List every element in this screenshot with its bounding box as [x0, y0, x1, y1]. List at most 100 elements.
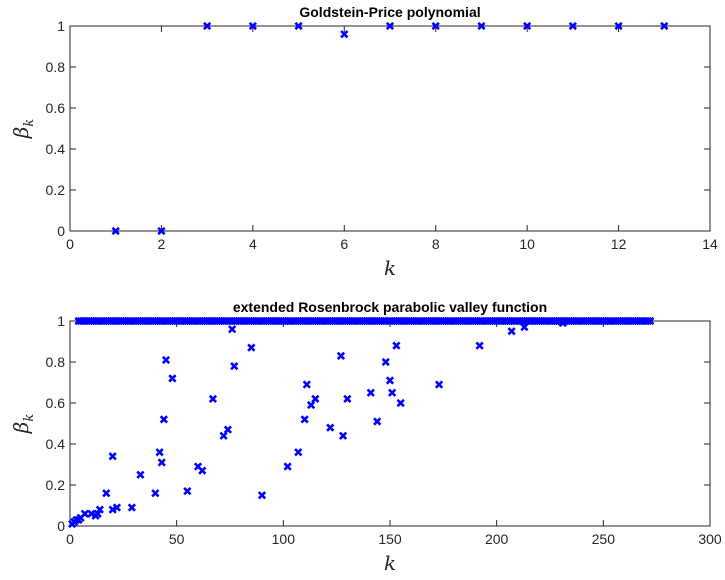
data-point	[300, 415, 309, 424]
data-point	[208, 394, 218, 404]
data-point	[223, 425, 232, 434]
data-point	[306, 400, 316, 410]
x-axis-label: k	[384, 256, 396, 280]
y-tick-label: 0.6	[46, 395, 66, 411]
data-point	[520, 323, 529, 332]
y-tick-label: 0.2	[46, 182, 66, 198]
y-tick-label: 0.2	[46, 477, 66, 493]
chart-title: Goldstein-Price polynomial	[299, 4, 480, 20]
data-point	[340, 30, 349, 39]
data-point	[385, 21, 395, 31]
data-point	[311, 394, 320, 404]
data-point	[568, 21, 577, 31]
data-point	[294, 448, 303, 457]
data-point	[155, 448, 164, 457]
x-tick-label: 250	[592, 531, 616, 547]
y-tick-label: 0	[57, 223, 65, 239]
data-point	[507, 327, 516, 336]
data-point	[230, 361, 239, 371]
data-point	[80, 509, 90, 518]
x-tick-label: 0	[66, 531, 74, 547]
data-point	[168, 374, 177, 383]
y-tick-label: 0.8	[46, 354, 66, 370]
data-point	[228, 325, 237, 334]
data-point	[157, 226, 166, 236]
data-point	[112, 503, 122, 512]
data-point	[219, 431, 228, 440]
plot-frame	[69, 25, 711, 232]
data-point	[183, 487, 192, 496]
y-tick-label: 1	[57, 313, 65, 329]
data-point	[660, 21, 669, 31]
data-point	[151, 489, 160, 498]
data-point	[283, 462, 292, 471]
data-point	[475, 341, 484, 350]
x-tick-label: 300	[698, 531, 722, 547]
data-point	[93, 509, 102, 518]
data-point	[366, 388, 375, 397]
x-tick-label: 0	[66, 236, 74, 252]
goldstein-price-plot: 0 2 4 6 8 10 12 14 0 0.2 0.4 0.6 0.8 1 Goldstein-Price…	[9, 4, 718, 280]
data-point	[523, 21, 532, 31]
plot-frame	[69, 320, 711, 527]
rosenbrock-plot: 0 50 100 150 200 250 300 0 0.2 0.4 0.6 0.8 1 extended…	[9, 299, 722, 575]
data-point	[87, 509, 96, 518]
y-tick-label: 0.4	[46, 436, 66, 452]
data-point	[385, 376, 395, 385]
data-point	[248, 21, 257, 31]
x-tick-label: 2	[158, 236, 166, 252]
data-point	[392, 341, 401, 350]
x-tick-label: 4	[249, 236, 257, 252]
y-tick-label: 0.8	[46, 59, 66, 75]
data-point	[72, 515, 81, 524]
data-point	[127, 503, 136, 512]
y-tick-label: 0.4	[46, 141, 66, 157]
data-point	[431, 21, 440, 31]
data-points	[111, 21, 669, 236]
data-point	[102, 489, 111, 498]
y-tick-label: 1	[57, 18, 65, 34]
x-tick-label: 14	[702, 236, 718, 252]
data-point	[161, 355, 171, 365]
data-point	[373, 417, 382, 426]
data-point	[157, 458, 166, 467]
data-point	[198, 466, 207, 475]
data-point	[396, 398, 405, 408]
data-point	[108, 452, 117, 461]
x-tick-label: 150	[378, 531, 402, 547]
data-point	[477, 21, 486, 31]
x-tick-label: 10	[519, 236, 535, 252]
data-point	[336, 351, 346, 360]
y-axis-label: βk	[9, 119, 37, 140]
x-tick-label: 12	[611, 236, 627, 252]
data-point	[388, 388, 397, 397]
x-tick-label: 6	[340, 236, 348, 252]
data-point	[159, 415, 168, 424]
data-point	[257, 491, 267, 500]
data-point	[646, 316, 655, 326]
data-point	[136, 470, 145, 479]
data-point	[111, 226, 120, 236]
y-tick-label: 0	[57, 518, 65, 534]
data-point	[644, 316, 653, 326]
data-point	[343, 394, 352, 404]
x-tick-label: 8	[432, 236, 440, 252]
data-point	[95, 505, 104, 514]
data-point	[381, 357, 390, 367]
data-point	[203, 21, 212, 31]
chart-title: extended Rosenbrock parabolic valley fun…	[233, 299, 547, 315]
data-points	[68, 316, 655, 529]
data-point	[108, 505, 117, 514]
y-axis-label: βk	[9, 414, 37, 435]
data-point	[434, 380, 444, 389]
x-tick-label: 50	[169, 531, 185, 547]
x-tick-label: 200	[485, 531, 509, 547]
data-point	[558, 318, 567, 328]
x-tick-label: 100	[272, 531, 296, 547]
data-point	[294, 21, 303, 31]
data-point	[247, 343, 256, 352]
data-point	[326, 423, 335, 432]
data-point	[302, 380, 311, 389]
data-point	[614, 21, 623, 31]
